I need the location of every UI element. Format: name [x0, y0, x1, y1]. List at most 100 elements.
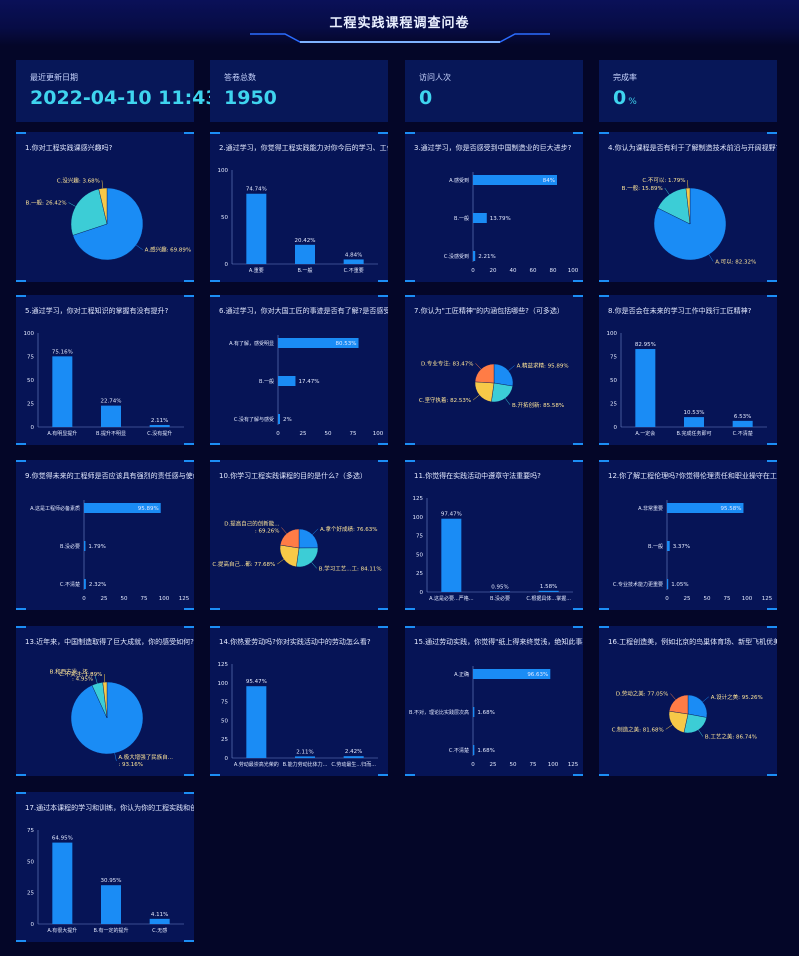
y-tick-label: 125: [218, 662, 229, 668]
y-tick-label: 0: [31, 922, 35, 928]
pie-label-name: A.极大增强了民族自...: [118, 753, 173, 761]
bar-value-label: 74.74%: [246, 187, 267, 193]
y-tick-label: A.正确: [454, 671, 469, 678]
bar: [84, 503, 161, 513]
stat-value: 0: [419, 87, 433, 109]
panel-corner: [767, 295, 777, 297]
bar-value-label: 4.84%: [345, 252, 362, 258]
pie-label-name: B.和西方发...还...: [50, 668, 94, 676]
pie-leader-line: [114, 753, 117, 762]
panel-corner: [378, 460, 388, 462]
y-tick-label: 50: [221, 215, 228, 221]
pie-leader-line: [664, 187, 670, 195]
y-tick-label: B.没必要: [60, 543, 80, 550]
y-tick-label: 100: [218, 168, 229, 174]
chart-title: 10.你学习工程实践课程的目的是什么?（多选）: [219, 472, 367, 480]
bar-value-label: 0.95%: [491, 584, 508, 590]
chart-svg: A.可以: 82.32% B.一般: 15.89%C.不可以: 1.79%: [622, 177, 757, 265]
y-tick-label: A.非常重要: [638, 505, 663, 512]
stat-card-visits: 访问人次 0: [405, 60, 583, 122]
bar-value-label: 10.53%: [684, 410, 705, 416]
chart-panel-8: 8.你是否会在未来的学习工作中践行工匠精神? 0 25 50 75 100 82.95% A.…: [599, 295, 777, 445]
chart-title: 3.通过学习，你是否感受到中国制造业的巨大进步?: [414, 144, 572, 152]
bar-value-label: 2.42%: [345, 749, 362, 755]
pie-slice: [279, 544, 300, 568]
chart-panel-17: 17.通过本课程的学习和训练，你认为你的工程实践和创新能 0 25 50 75 64.95…: [16, 792, 194, 942]
x-tick-label: 0: [665, 596, 669, 602]
pie-leader-line: [277, 559, 284, 565]
x-tick-label: 100: [159, 596, 170, 602]
panel-corner: [378, 774, 388, 776]
x-tick-label: A.一定会: [635, 430, 655, 437]
panel-corner: [573, 295, 583, 297]
pie-label: C.不关注: 1.89%: [59, 670, 102, 678]
y-tick-label: 0: [225, 262, 229, 268]
bar: [295, 756, 315, 758]
bar: [52, 842, 73, 924]
panel-corner: [573, 280, 583, 282]
x-tick-label: 60: [530, 268, 537, 274]
y-tick-label: B.一般: [648, 543, 663, 550]
panel-corner: [184, 460, 194, 462]
panel-corner: [16, 295, 26, 297]
panel-corner: [573, 460, 583, 462]
header-decoration: [250, 33, 550, 43]
chart-svg: A.拿个好成绩: 76.63% B.学习工艺...工: 84.11% C.提高自己.…: [212, 519, 381, 572]
chart-panel-16: 16.工程创造美，例如北京的鸟巢体育场、新型飞机优美的气动 A.设计之美: 95.…: [599, 626, 777, 776]
pie-label: B.一般: 26.42%: [25, 199, 66, 207]
y-tick-label: C.不清楚: [60, 581, 80, 588]
chart-panel-2: 2.通过学习，你觉得工程实践能力对你今后的学习、工作重要 0 50 100 74.74%…: [210, 132, 388, 282]
pie-label: B.开拓创新: 85.58%: [512, 401, 564, 409]
pie-label: A.精益求精: 95.89%: [517, 362, 569, 370]
bar: [278, 414, 280, 424]
pie-label: C.不可以: 1.79%: [642, 177, 685, 184]
chart-title: 8.你是否会在未来的学习工作中践行工匠精神?: [608, 307, 752, 315]
panel-corner: [210, 626, 220, 628]
bar-value-label: 84%: [543, 178, 555, 184]
x-tick-label: A.这是必要...严格...: [429, 595, 474, 602]
panel-corner: [405, 443, 415, 445]
bar-value-label: 2%: [283, 417, 292, 423]
chart-svg: A.精益求精: 95.89% B.开拓创新: 85.58% C.坚守执着: 82.5…: [419, 359, 569, 409]
bar-value-label: 6.53%: [734, 414, 751, 420]
x-tick-label: 50: [704, 596, 711, 602]
pie-leader-line: [311, 562, 317, 569]
chart-svg: A.设计之美: 95.26% B.工艺之美: 86.74% C.制造之美: 81.6…: [612, 690, 763, 741]
bar: [473, 213, 487, 223]
x-tick-label: 0: [471, 762, 475, 768]
stat-label: 访问人次: [419, 73, 451, 82]
pie-label: A.极大增强了民族自...: 93.16%: [118, 753, 173, 768]
pie-leader-line: [670, 693, 676, 700]
pie-label: B.和西方发...还...: 4.95%: [50, 668, 94, 683]
x-tick-label: 75: [141, 596, 148, 602]
bar-value-label: 96.63%: [527, 672, 548, 678]
pie-leader-line: [68, 202, 76, 207]
x-tick-label: C.劳动最生...归而...: [331, 761, 376, 768]
panel-corner: [599, 626, 609, 628]
panel-corner: [184, 792, 194, 794]
y-tick-label: 100: [24, 331, 35, 337]
bar: [149, 425, 170, 427]
stat-card-update-date: 最近更新日期 2022-04-10 11:43: [16, 60, 219, 122]
panel-corner: [767, 280, 777, 282]
x-tick-label: A.有很大提升: [47, 927, 77, 934]
pie-label: C.没兴趣: 3.68%: [57, 176, 100, 184]
chart-svg: 0 50 100 74.74% A.重要 20.42% B.一般 4.84% C.不重要: [218, 168, 378, 274]
y-tick-label: 75: [27, 355, 34, 361]
x-tick-label: 100: [548, 762, 559, 768]
bar: [473, 175, 557, 185]
x-tick-label: 100: [373, 431, 384, 437]
x-tick-label: B.提升不明显: [96, 430, 126, 437]
panel-corner: [405, 774, 415, 776]
pie-leader-line: [101, 180, 104, 189]
bar-value-label: 2.11%: [151, 418, 168, 424]
bar-value-label: 2.11%: [296, 749, 313, 755]
panel-corner: [184, 940, 194, 942]
bar-value-label: 30.95%: [101, 878, 122, 884]
y-tick-label: 25: [27, 891, 34, 897]
bar-value-label: 75.16%: [52, 349, 73, 355]
panel-corner: [767, 132, 777, 134]
pie-label: D.提高自己的创新能...: 69.26%: [224, 519, 279, 534]
chart-title: 2.通过学习，你觉得工程实践能力对你今后的学习、工作重要: [219, 144, 388, 152]
pie-label: A.可以: 82.32%: [715, 258, 756, 265]
